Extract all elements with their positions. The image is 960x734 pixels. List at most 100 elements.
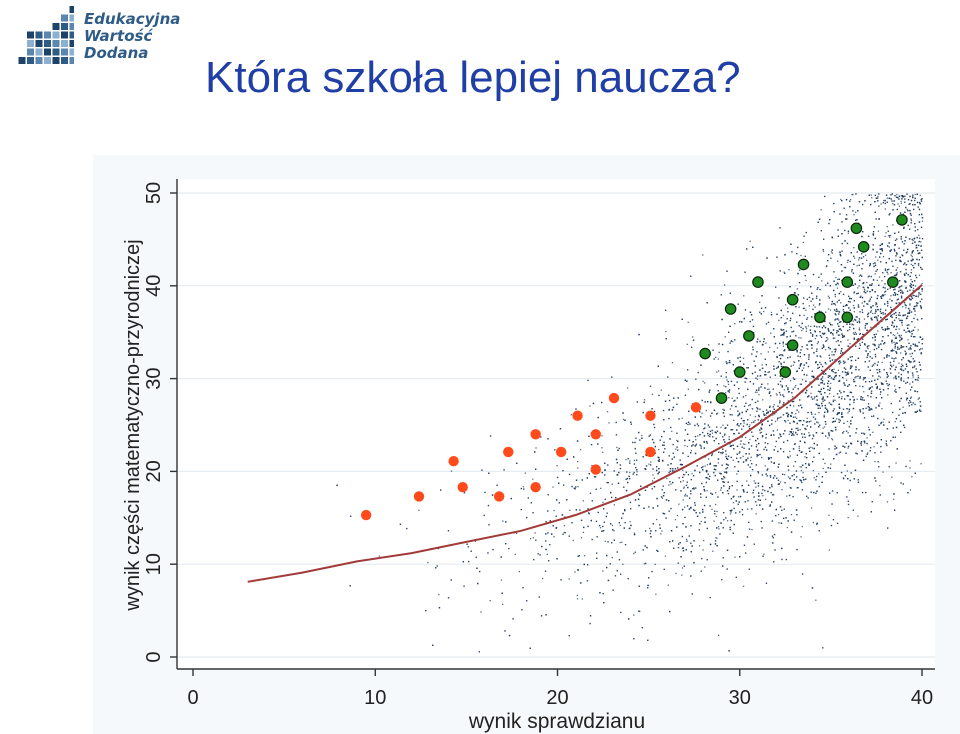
population-dot — [878, 205, 880, 207]
population-dot — [769, 405, 771, 407]
logo-line-1: Edukacyjna — [84, 10, 181, 28]
population-dot — [886, 501, 889, 503]
population-dot — [803, 235, 805, 237]
population-dot — [851, 269, 853, 271]
population-dot — [771, 485, 773, 488]
population-dot — [643, 399, 646, 401]
population-dot — [749, 404, 751, 406]
population-dot — [782, 343, 784, 345]
population-dot — [774, 445, 777, 448]
population-dot — [911, 250, 914, 253]
population-dot — [810, 446, 812, 448]
population-dot — [650, 464, 652, 466]
population-dot — [681, 547, 684, 549]
population-dot — [756, 444, 758, 446]
population-dot — [877, 195, 879, 198]
population-dot — [916, 305, 918, 307]
population-dot — [619, 524, 621, 527]
population-dot — [834, 337, 836, 339]
population-dot — [892, 265, 894, 267]
population-dot — [853, 292, 855, 294]
population-dot — [681, 567, 684, 569]
population-dot — [604, 540, 606, 542]
population-dot — [914, 285, 917, 287]
population-dot — [836, 522, 839, 524]
population-dot — [705, 409, 707, 412]
population-dot — [715, 503, 717, 506]
population-dot — [626, 477, 629, 480]
population-dot — [884, 293, 886, 296]
population-dot — [814, 306, 816, 308]
population-dot — [655, 593, 657, 595]
population-dot — [769, 346, 771, 349]
population-dot — [751, 422, 753, 424]
population-dot — [905, 346, 908, 348]
population-dot — [874, 460, 876, 463]
population-dot — [879, 393, 881, 395]
population-dot — [850, 472, 852, 474]
population-dot — [891, 200, 893, 202]
population-dot — [447, 597, 450, 599]
population-dot — [643, 563, 645, 565]
population-dot — [797, 427, 799, 429]
population-dot — [804, 391, 807, 394]
population-dot — [611, 556, 613, 559]
population-dot — [756, 504, 758, 506]
population-dot — [615, 421, 617, 424]
population-dot — [798, 445, 800, 448]
population-dot — [904, 314, 906, 316]
population-dot — [867, 403, 870, 405]
population-dot — [840, 255, 842, 257]
population-dot — [869, 265, 871, 267]
population-dot — [787, 307, 789, 309]
population-dot — [781, 509, 783, 511]
population-dot — [614, 575, 617, 577]
population-dot — [920, 226, 923, 228]
population-dot — [876, 372, 879, 374]
population-dot — [827, 328, 829, 330]
population-dot — [721, 464, 723, 466]
population-dot — [874, 273, 876, 275]
population-dot — [827, 295, 830, 297]
population-dot — [632, 441, 634, 444]
population-dot — [867, 345, 869, 347]
population-dot — [745, 552, 747, 554]
population-dot — [890, 440, 892, 442]
population-dot — [648, 463, 650, 465]
population-dot — [917, 375, 919, 377]
population-dot — [558, 502, 560, 504]
population-dot — [692, 336, 694, 338]
population-dot — [599, 527, 602, 529]
population-dot — [893, 341, 895, 344]
population-dot — [572, 539, 574, 542]
population-dot — [830, 251, 833, 253]
population-dot — [877, 259, 879, 261]
population-dot — [888, 268, 890, 270]
population-dot — [794, 361, 796, 364]
population-dot — [768, 388, 770, 390]
population-dot — [718, 370, 720, 372]
population-dot — [677, 562, 679, 564]
population-dot — [574, 571, 576, 573]
population-dot — [668, 510, 670, 512]
population-dot — [779, 433, 781, 435]
population-dot — [818, 304, 820, 306]
population-dot — [795, 384, 797, 387]
population-dot — [518, 570, 520, 573]
population-dot — [909, 303, 911, 305]
population-dot — [800, 254, 802, 257]
population-dot — [624, 544, 627, 546]
population-dot — [792, 496, 794, 498]
population-dot — [759, 311, 761, 313]
population-dot — [913, 366, 915, 368]
population-dot — [661, 497, 664, 499]
population-dot — [734, 556, 736, 558]
population-dot — [808, 432, 810, 434]
population-dot — [775, 393, 777, 395]
population-dot — [917, 206, 919, 208]
population-dot — [920, 463, 922, 465]
population-dot — [910, 284, 912, 286]
population-dot — [716, 384, 718, 386]
population-dot — [425, 610, 427, 612]
population-dot — [725, 453, 727, 455]
